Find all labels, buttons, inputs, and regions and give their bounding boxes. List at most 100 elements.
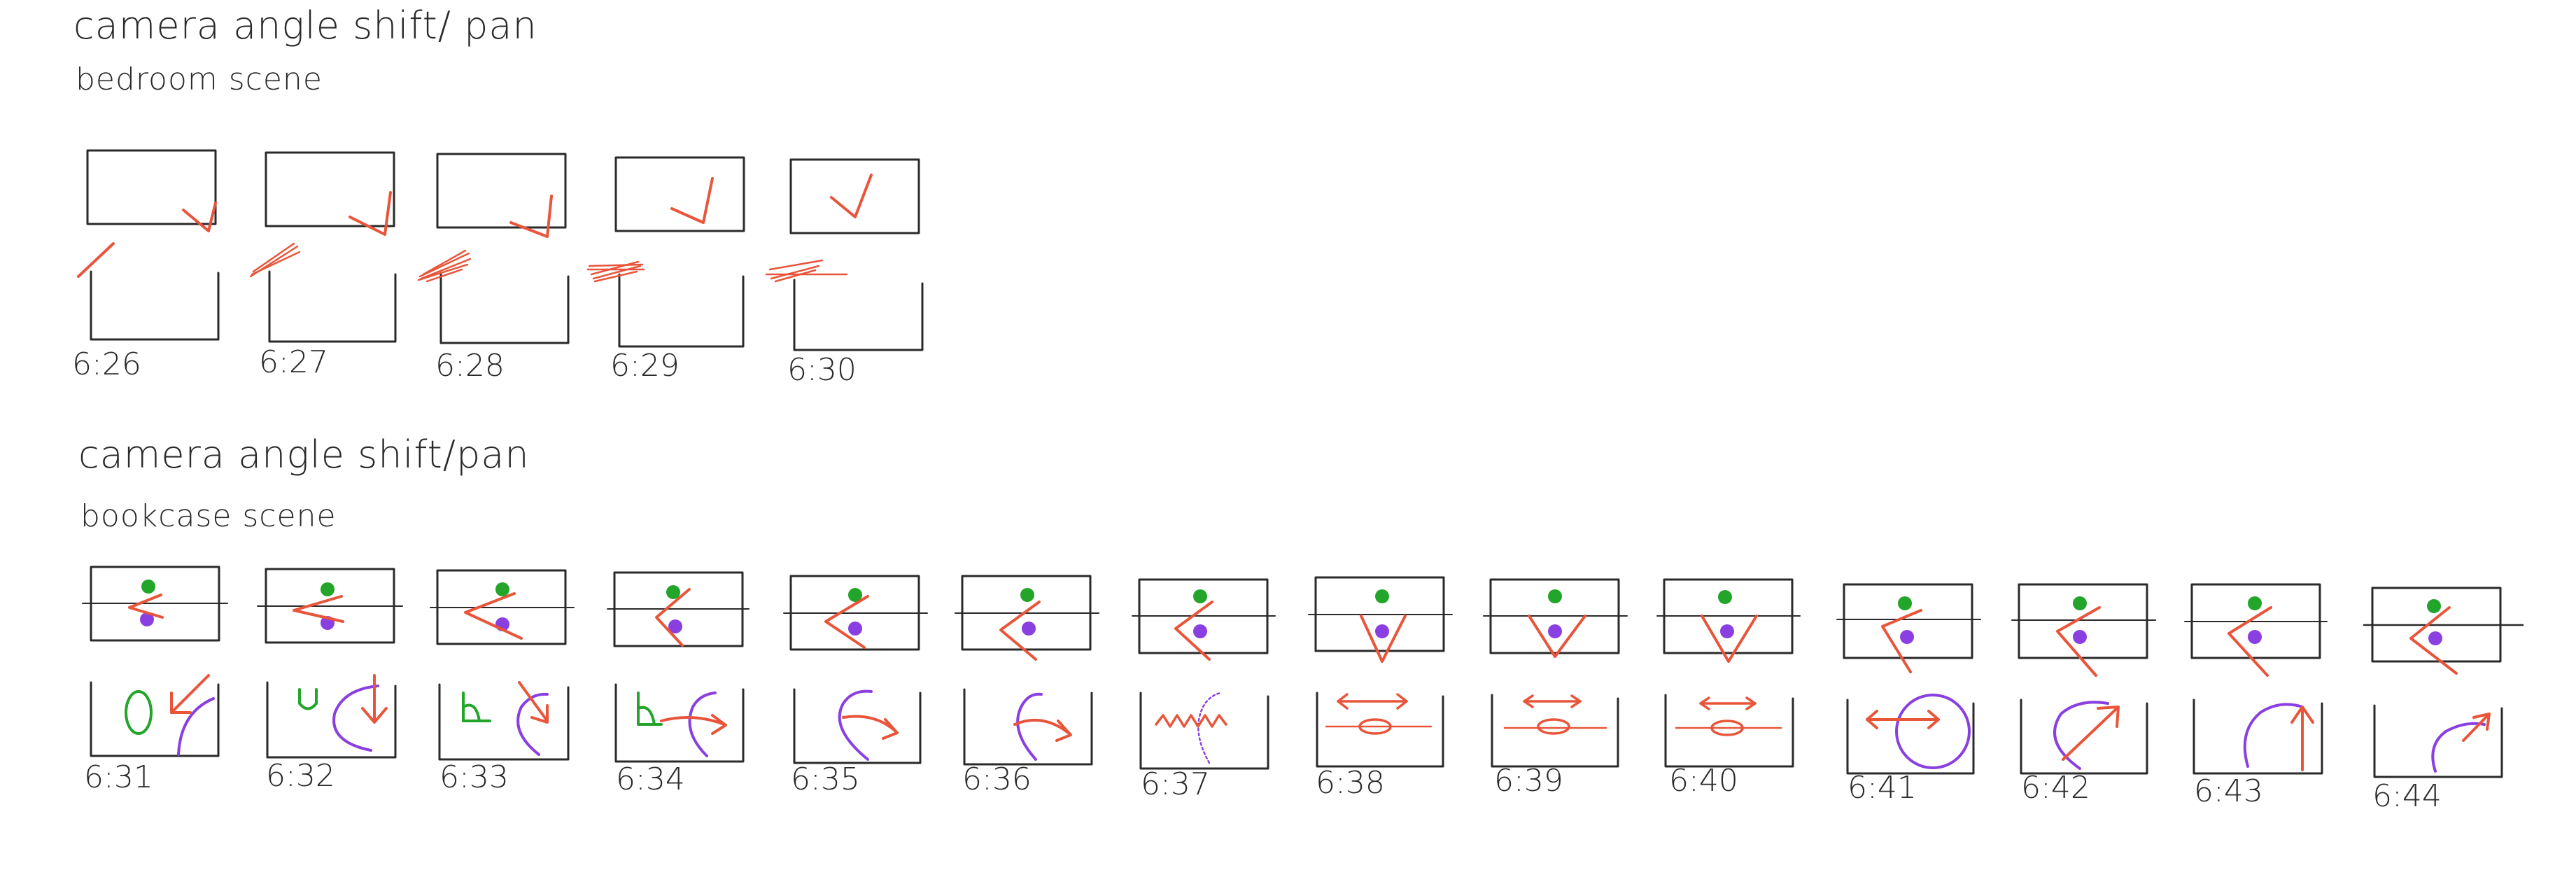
frame-629-camera-lines	[586, 260, 645, 283]
timecode-641: 6:41	[1847, 770, 1917, 806]
timecode-637: 6:37	[1141, 766, 1210, 802]
frame-627-top-panel	[265, 151, 395, 227]
frame-636	[955, 575, 1099, 766]
frame-639-ellipse	[1537, 718, 1570, 735]
frame-633-path	[464, 592, 523, 640]
frame-632-arrow-head	[361, 707, 388, 724]
frame-637-green-dot	[1193, 589, 1207, 603]
frame-641-green-dot	[1898, 596, 1912, 610]
frame-635-path	[824, 595, 869, 649]
frame-643-bottom-panel	[2193, 699, 2323, 775]
timecode-638: 6:38	[1316, 765, 1385, 801]
frame-636-purple-dot	[1022, 622, 1036, 636]
frame-633-purple-arc	[516, 692, 549, 756]
frame-628-pan-mark	[509, 195, 553, 238]
frame-635-purple-arc	[838, 689, 873, 761]
frame-639-bottom-panel	[1491, 694, 1619, 768]
frame-632-bottom-panel	[266, 681, 397, 759]
timecode-626: 6:26	[72, 346, 141, 382]
section2-title: camera angle shift/pan	[78, 433, 530, 477]
frame-639-purple-dot	[1548, 624, 1562, 638]
frame-644-arrow	[2462, 714, 2489, 742]
frame-642	[2011, 583, 2156, 775]
frame-633-bottom-panel	[438, 683, 570, 761]
timecode-643: 6:43	[2194, 773, 2263, 809]
frame-635-purple-dot	[848, 622, 862, 636]
frame-635-bottom-panel	[793, 688, 922, 764]
frame-634-purple-dot	[668, 619, 682, 633]
frame-641	[1836, 583, 1981, 775]
section2-subtitle: bookcase scene	[80, 498, 337, 534]
frame-632-path	[293, 595, 344, 623]
frame-638	[1308, 576, 1453, 768]
frame-640-path	[1701, 615, 1758, 663]
frame-633	[430, 569, 575, 761]
frame-640-bottom-panel	[1664, 694, 1794, 768]
frame-631	[82, 566, 228, 757]
frame-631-green-o	[125, 690, 153, 735]
frame-641-bottom-panel	[1846, 699, 1975, 775]
frame-643-arrow-head	[2290, 706, 2314, 724]
frame-638-purple-dot	[1375, 624, 1389, 638]
frame-644-green-dot	[2427, 599, 2441, 613]
timecode-628: 6:28	[435, 348, 505, 384]
timecode-631: 6:31	[84, 759, 153, 795]
frame-634-green-dot	[666, 585, 680, 599]
frame-641-purple-circle	[1895, 694, 1971, 769]
frame-627-camera-lines	[249, 242, 301, 278]
frame-642-purple-dot	[2073, 630, 2087, 644]
frame-627	[249, 151, 397, 343]
frame-631-bottom-panel	[90, 681, 220, 757]
frame-637	[1132, 578, 1276, 770]
frame-632-green-u	[298, 688, 318, 710]
frame-628-top-panel	[436, 153, 567, 229]
section1-title: camera angle shift/ pan	[73, 3, 537, 48]
frame-643-purple-arc	[2243, 703, 2304, 768]
frame-635-green-dot	[848, 588, 862, 602]
frame-634-arrow-head	[711, 714, 727, 735]
frame-633-green-dot	[495, 582, 509, 596]
frame-644-arrow-head	[2472, 713, 2491, 731]
frame-637-bottom-panel	[1139, 692, 1269, 770]
frame-637-zigzag	[1155, 714, 1227, 728]
timecode-633: 6:33	[439, 759, 509, 795]
frame-633-arrow-head	[530, 704, 549, 724]
frame-636-path	[999, 601, 1041, 661]
frame-638-bottom-panel	[1316, 692, 1444, 768]
frame-631-purple-dot	[140, 612, 154, 626]
frame-638-path	[1360, 615, 1407, 663]
frame-636-bottom-panel	[963, 688, 1093, 766]
frame-628	[417, 153, 570, 344]
frame-630	[765, 158, 924, 351]
frame-636-arrow	[1013, 718, 1071, 735]
frame-628-bottom-panel	[439, 272, 570, 344]
timecode-627: 6:27	[259, 344, 328, 380]
frame-633-green-mark	[462, 692, 491, 722]
frame-636-green-dot	[1020, 588, 1034, 602]
frame-630-top-panel	[789, 158, 920, 234]
frame-634	[607, 571, 749, 763]
frame-642-path	[2056, 606, 2101, 677]
timecode-629: 6:29	[610, 348, 680, 384]
frame-637-purple-arc	[1197, 692, 1223, 764]
timecode-630: 6:30	[787, 352, 857, 388]
frame-635-arrow-head	[882, 718, 899, 740]
frame-637-purple-dot	[1193, 624, 1207, 638]
timecode-636: 6:36	[962, 762, 1032, 797]
frame-643-purple-dot	[2248, 630, 2262, 644]
frame-641-purple-dot	[1900, 630, 1914, 644]
frame-630-bottom-panel	[793, 279, 924, 351]
timecode-640: 6:40	[1669, 763, 1738, 799]
frame-641-path	[1881, 609, 1922, 673]
frame-628-camera-lines	[417, 249, 472, 283]
frame-632	[257, 568, 403, 759]
frame-626-pan-mark	[182, 202, 217, 232]
frame-642-purple-arc	[2053, 701, 2109, 770]
frame-644-purple-arc	[2431, 722, 2486, 773]
frame-639-green-dot	[1548, 589, 1562, 603]
frame-630-camera-lines	[765, 259, 848, 283]
timecode-644: 6:44	[2372, 778, 2442, 814]
timecode-635: 6:35	[791, 762, 860, 797]
frame-631-arrow	[170, 674, 210, 714]
